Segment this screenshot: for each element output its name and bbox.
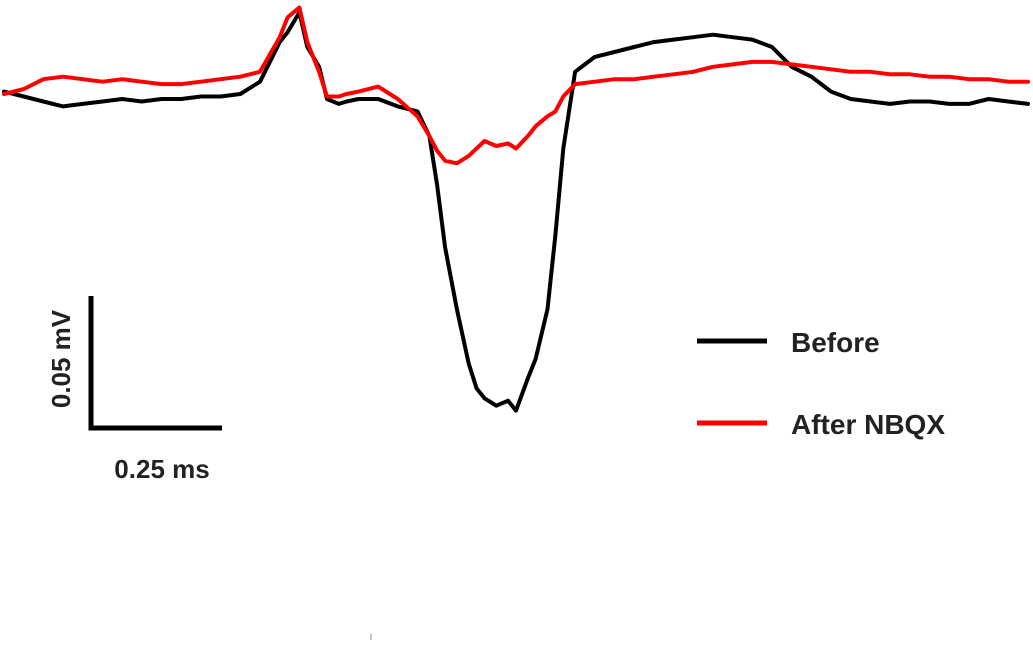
series-line-after-nbqx	[2, 5, 1030, 166]
legend-label-before: Before	[791, 327, 880, 358]
scale-bar-y-label: 0.05 mV	[46, 309, 76, 408]
series-line-before	[2, 10, 1030, 413]
legend: Before After NBQX	[697, 327, 945, 440]
scale-bar-x-label: 0.25 ms	[114, 454, 209, 484]
legend-label-after-nbqx: After NBQX	[791, 409, 945, 440]
scale-bar-lines	[88, 296, 222, 431]
plot-area	[2, 5, 1030, 413]
scale-bar: 0.05 mV 0.25 ms	[46, 296, 222, 484]
